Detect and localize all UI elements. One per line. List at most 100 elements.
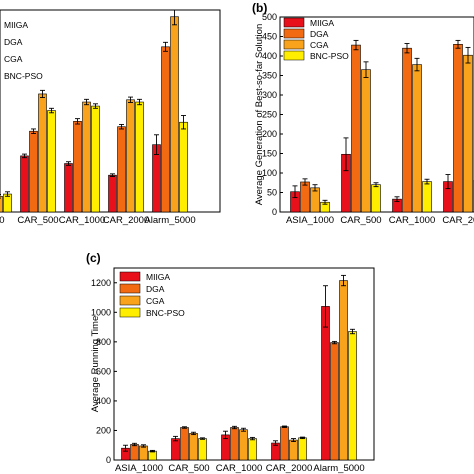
bar-bnc-pso (248, 438, 257, 460)
panel-label: (b) (252, 1, 267, 15)
panel-label: (c) (86, 251, 101, 265)
y-tick-label: 250 (262, 110, 277, 120)
y-tick-label: 800 (96, 337, 111, 347)
x-tick-label: CAR_2000 (266, 463, 312, 474)
bar-cga (289, 439, 298, 460)
legend-swatch-miiga (283, 17, 305, 28)
legend-swatch-cga (283, 39, 305, 50)
bar-miiga (64, 163, 73, 212)
y-tick-label: 500 (262, 12, 277, 22)
y-tick-label: 400 (96, 396, 111, 406)
bar-cga (189, 433, 198, 460)
x-tick-label: CAR_500 (340, 215, 381, 226)
bar-cga (412, 64, 422, 212)
legend-label: DGA (310, 29, 329, 39)
bar-dga (73, 121, 82, 212)
bar-cga (0, 195, 3, 212)
legend-label: DGA (4, 37, 23, 47)
x-tick-label: ASIA_1000 (115, 463, 163, 474)
bar-dga (402, 47, 412, 212)
legend-label: DGA (146, 284, 165, 294)
y-tick-label: 200 (96, 425, 111, 435)
y-tick-label: 1200 (91, 278, 111, 288)
legend-swatch-dga (119, 283, 141, 294)
y-tick-label: 0 (272, 207, 277, 217)
bar-dga (351, 44, 361, 212)
x-tick-label: Alarm_5000 (144, 215, 195, 226)
bar-dga (161, 46, 170, 212)
bar-cga (310, 187, 320, 212)
y-tick-label: 0 (106, 455, 111, 465)
y-tick-label: 350 (262, 71, 277, 81)
bar-cga (239, 429, 248, 460)
bar-bnc-pso (298, 437, 307, 460)
bar-cga (463, 54, 473, 212)
bar-cga (361, 69, 371, 212)
y-tick-label: 1000 (91, 307, 111, 317)
bar-cga (82, 101, 91, 212)
legend-swatch-cga (119, 295, 141, 306)
y-tick-label: 150 (262, 149, 277, 159)
bar-dga (330, 342, 339, 460)
bar-bnc-pso (371, 184, 381, 212)
y-tick-label: 300 (262, 90, 277, 100)
legend-label: MIIGA (4, 20, 28, 30)
bar-dga (130, 444, 139, 460)
y-axis-label: Average Generation of Best-so-far Soluti… (254, 24, 265, 205)
y-tick-label: 50 (267, 188, 277, 198)
bar-dga (453, 43, 463, 212)
legend-label: MIIGA (146, 272, 170, 282)
bar-dga (280, 426, 289, 460)
y-tick-label: 100 (262, 168, 277, 178)
bar-bnc-pso (179, 121, 188, 212)
y-tick-label: 600 (96, 366, 111, 376)
x-tick-label: CAR_500 (168, 463, 209, 474)
x-tick-label: CAR_200 (442, 215, 474, 226)
x-tick-label: CAR_1000 (216, 463, 262, 474)
legend-label: BNC-PSO (310, 51, 349, 61)
y-tick-label: 200 (262, 129, 277, 139)
y-axis-label: Average Running Time (90, 316, 101, 412)
legend-label: MIIGA (310, 18, 334, 28)
bars-group (0, 10, 188, 212)
chart-panel-b: 0 50 100 150 200 250 300 350 400 450 500 Average Ge… (252, 1, 474, 226)
x-tick-label: CAR_1000 (389, 215, 435, 226)
bar-miiga (108, 174, 117, 212)
x-tick-label: CAR_1000 (59, 215, 105, 226)
y-tick-label: 450 (262, 32, 277, 42)
legend-swatch-dga (283, 28, 305, 39)
bar-dga (117, 126, 126, 212)
x-tick-label: ASIA_1000 (286, 215, 334, 226)
bar-cga (170, 16, 179, 212)
bar-miiga (171, 438, 180, 460)
bar-bnc-pso (148, 450, 157, 460)
bar-dga (29, 130, 38, 212)
legend-label: BNC-PSO (4, 71, 43, 81)
x-tick-label: Alarm_5000 (313, 463, 364, 474)
bar-dga (300, 181, 310, 212)
bar-cga (339, 280, 348, 460)
bar-cga (126, 99, 135, 212)
bars-group (290, 39, 474, 212)
legend-swatch-bnc-pso (283, 50, 305, 61)
bar-bnc-pso (348, 331, 357, 460)
legend-label: CGA (4, 54, 23, 64)
bar-cga (38, 93, 47, 212)
bar-dga (180, 427, 189, 460)
bar-bnc-pso (91, 105, 100, 212)
y-tick-label: 400 (262, 51, 277, 61)
bar-miiga (20, 155, 29, 212)
x-tick-label: CAR_500 (17, 215, 58, 226)
bars-group (121, 274, 357, 460)
legend-label: BNC-PSO (146, 308, 185, 318)
legend-swatch-miiga (119, 271, 141, 282)
bar-bnc-pso (135, 101, 144, 212)
x-tick-label: 1000 (0, 215, 5, 226)
x-tick-label: CAR_2000 (103, 215, 149, 226)
legend-swatch-bnc-pso (119, 307, 141, 318)
chart-panel-c: 0 200 400 600 800 1000 1200 Average Running Tim… (86, 251, 375, 474)
bar-miiga (321, 306, 330, 460)
bar-bnc-pso (198, 438, 207, 460)
bar-cga (139, 445, 148, 460)
